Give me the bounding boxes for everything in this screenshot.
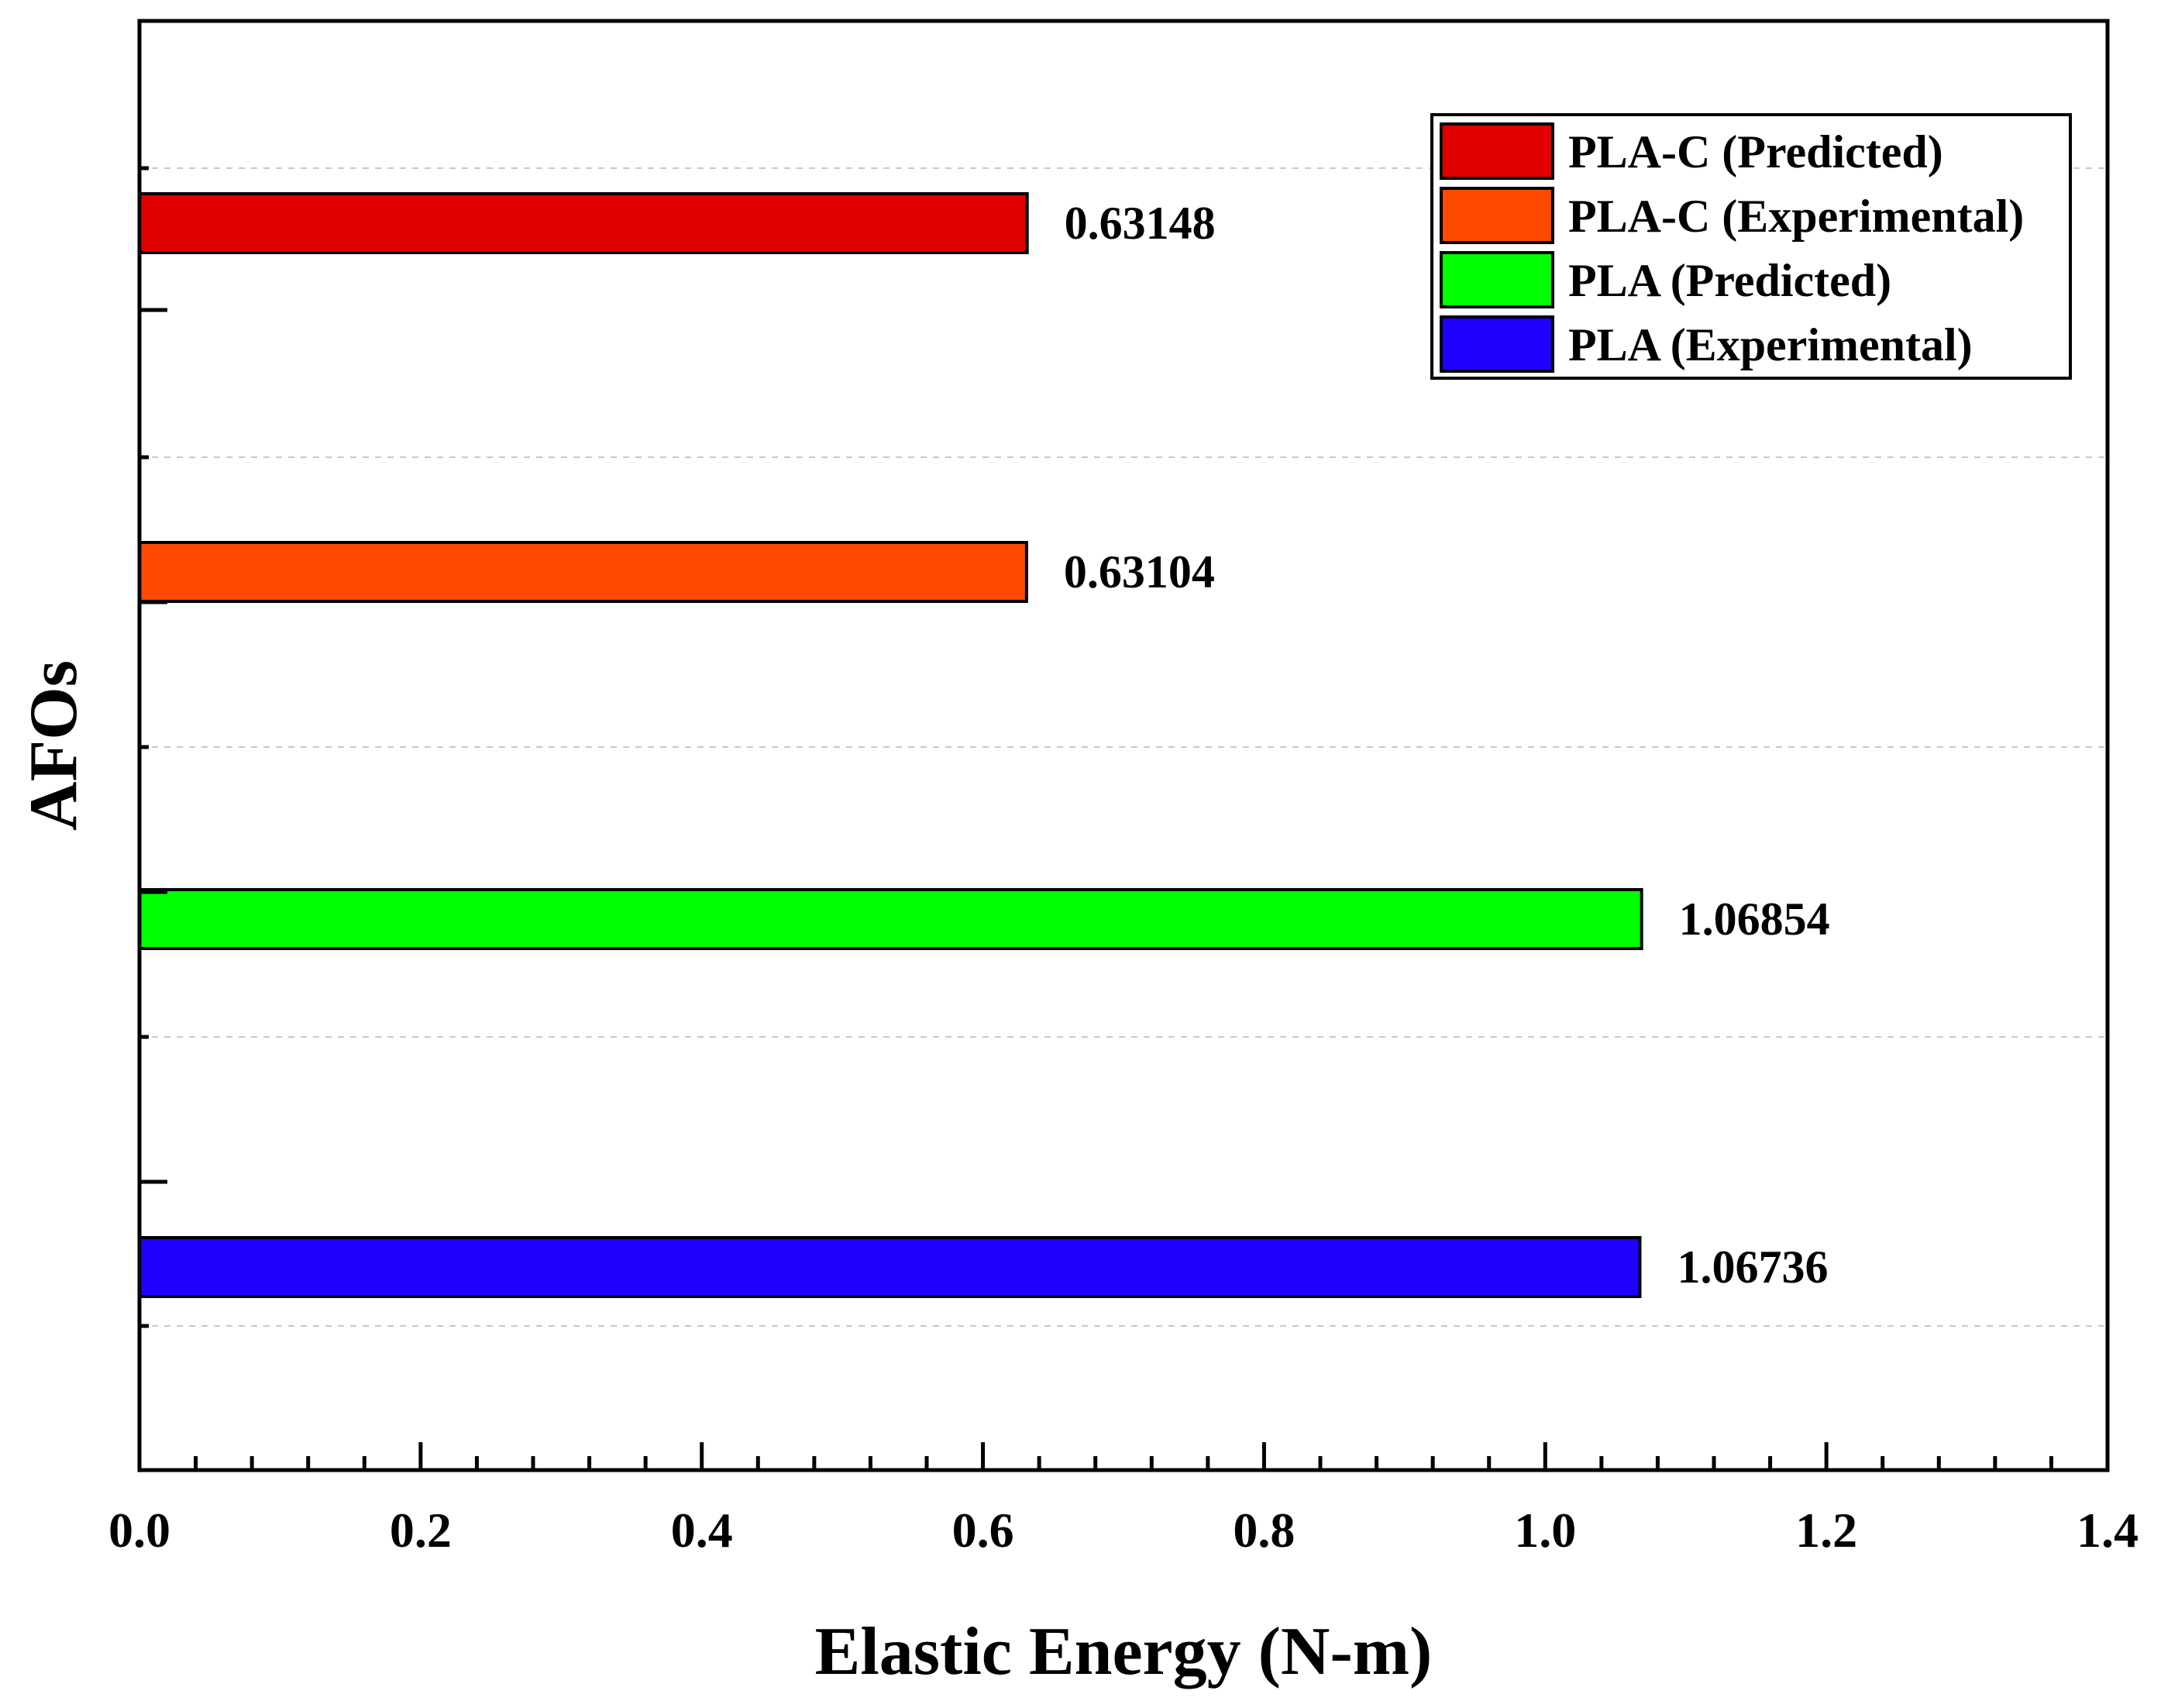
plot-frame <box>137 19 2110 1472</box>
legend-swatch <box>1440 122 1554 180</box>
legend-label: PLA-C (Experimental) <box>1568 191 2024 242</box>
legend-label: PLA (Predicted) <box>1568 255 1891 306</box>
bar-value-label: 0.63148 <box>1065 198 1216 249</box>
bar-pla-c-experimental <box>138 541 1028 603</box>
y-axis-title: AFOs <box>16 660 91 831</box>
x-tick-label: 0.6 <box>952 1503 1014 1558</box>
x-tick-label: 0.0 <box>108 1503 170 1558</box>
x-tick-label: 0.2 <box>390 1503 452 1558</box>
x-axis-title: Elastic Energy (N-m) <box>815 1614 1433 1689</box>
legend: PLA-C (Predicted) PLA-C (Experimental) PLA… <box>1430 113 2072 380</box>
bar-value-label: 1.06854 <box>1679 894 1830 945</box>
bar-value-label: 0.63104 <box>1064 546 1215 597</box>
legend-label: PLA (Experimental) <box>1568 319 1973 370</box>
x-tick-label: 1.0 <box>1514 1503 1576 1558</box>
x-tick-label: 1.4 <box>2077 1503 2139 1558</box>
bars <box>138 192 1643 1298</box>
x-tick-label: 0.4 <box>671 1503 733 1558</box>
bar-labels: 0.63148 0.63104 1.06854 1.06736 <box>1064 198 1830 1293</box>
bar-value-label: 1.06736 <box>1677 1241 1828 1293</box>
bar-pla-predicted <box>138 888 1643 950</box>
bar-pla-experimental <box>138 1236 1642 1298</box>
legend-label: PLA-C (Predicted) <box>1568 126 1943 177</box>
legend-swatch <box>1440 187 1554 244</box>
legend-swatch <box>1440 315 1554 373</box>
bar-pla-c-predicted <box>138 192 1029 254</box>
legend-swatch <box>1440 251 1554 308</box>
x-tick-labels: 0.0 0.2 0.4 0.6 0.8 1.0 1.2 1.4 <box>108 1503 2139 1558</box>
x-tick-label: 0.8 <box>1233 1503 1295 1558</box>
x-tick-label: 1.2 <box>1795 1503 1857 1558</box>
